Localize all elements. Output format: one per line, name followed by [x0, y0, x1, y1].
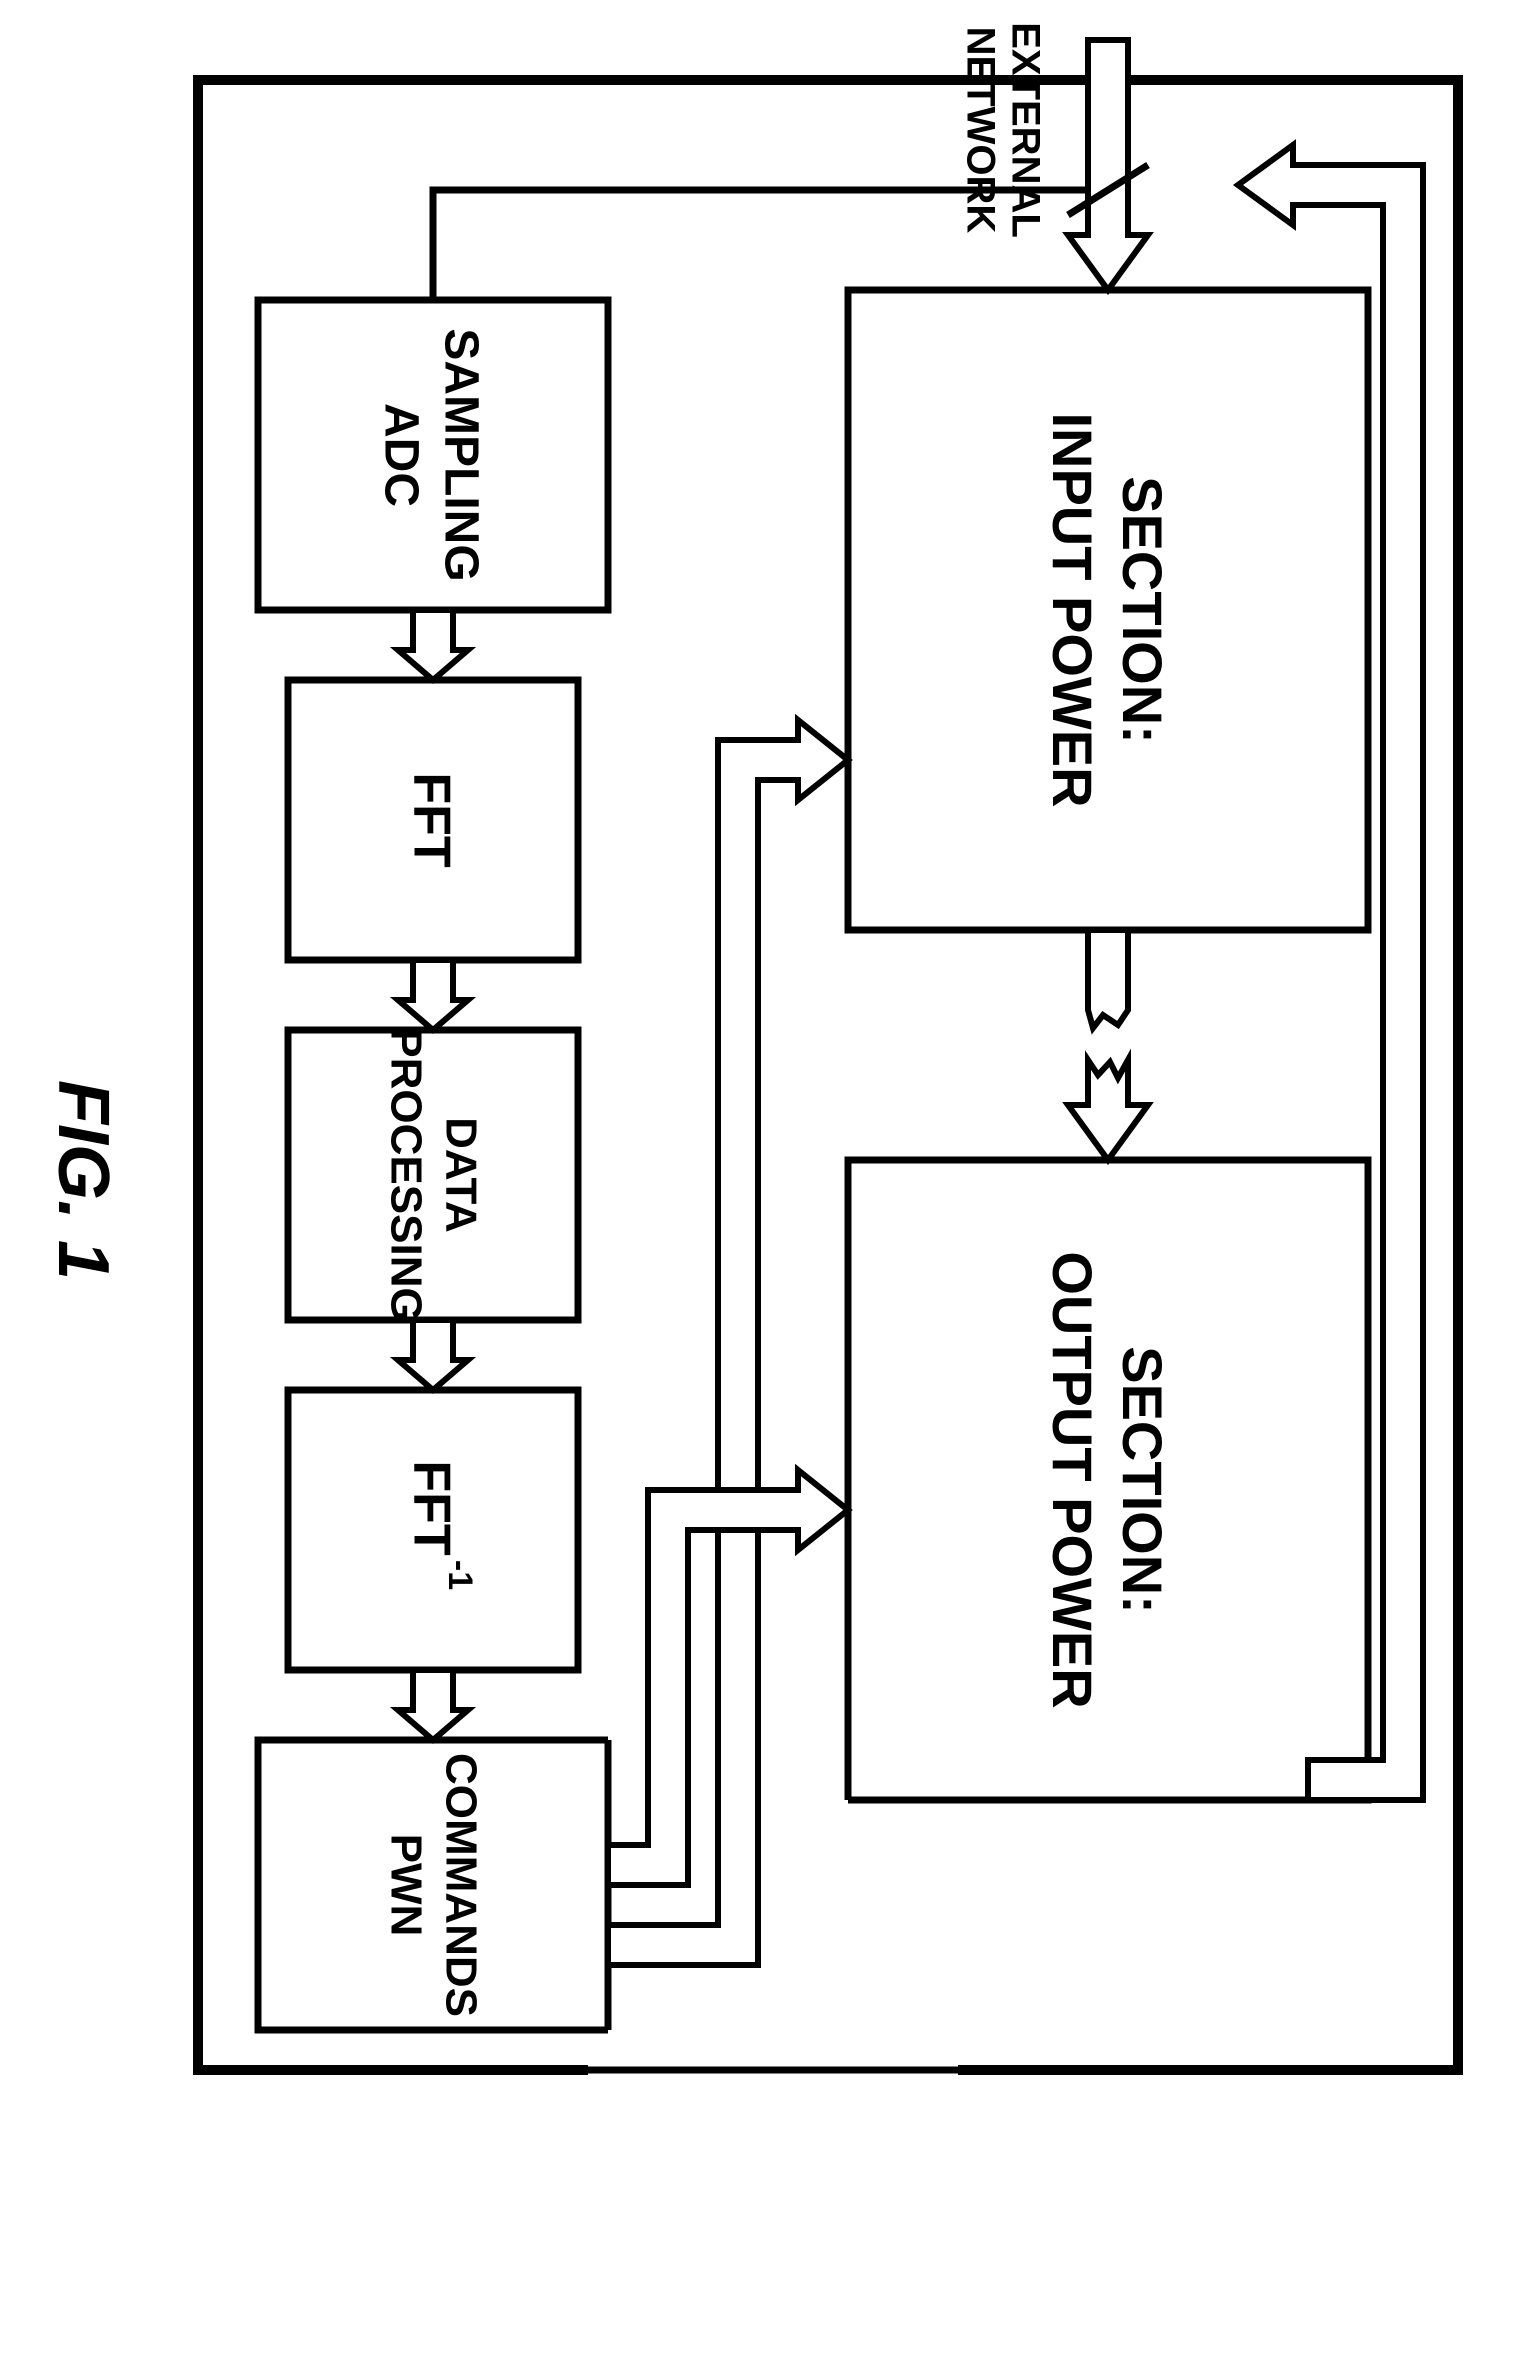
- fft-label: FFT: [402, 772, 460, 868]
- ifft-label: FFT: [402, 1460, 460, 1556]
- output-power-label-2: OUTPUT POWER: [1041, 1251, 1104, 1708]
- block-sampling-adc: SAMPLING ADC: [258, 300, 608, 610]
- external-label-1: EXTERNAL: [1003, 22, 1047, 238]
- block-ifft: FFT -1: [288, 1390, 578, 1670]
- sampling-label-1: SAMPLING: [434, 328, 487, 581]
- output-power-label-1: SECTION:: [1111, 1346, 1174, 1614]
- diagram-svg: SECTION: INPUT POWER SECTION: OUTPUT POW…: [0, 0, 1518, 2354]
- rotated-stage: SECTION: INPUT POWER SECTION: OUTPUT POW…: [0, 0, 1518, 2354]
- ifft-sup: -1: [441, 1560, 479, 1590]
- block-fft: FFT: [288, 680, 578, 960]
- data-proc-label-2: PROCESSING: [381, 1028, 430, 1321]
- page: SECTION: INPUT POWER SECTION: OUTPUT POW…: [0, 0, 1518, 2354]
- block-input-power: SECTION: INPUT POWER: [848, 290, 1368, 930]
- data-proc-label-1: DATA: [436, 1117, 485, 1233]
- external-label-2: NETWORK: [958, 27, 1002, 234]
- block-data-processing: DATA PROCESSING: [288, 1028, 578, 1321]
- figure-caption: FIG. 1: [43, 1080, 123, 1280]
- sampling-label-2: ADC: [374, 403, 427, 507]
- commands-label-2: PWN: [381, 1834, 430, 1937]
- input-power-label-2: INPUT POWER: [1041, 412, 1104, 807]
- block-commands-pwn: COMMANDS PWN: [258, 1740, 608, 2030]
- input-power-label-1: SECTION:: [1111, 476, 1174, 744]
- commands-label-1: COMMANDS: [436, 1753, 485, 2017]
- cleanup-rect: [588, 1440, 958, 2080]
